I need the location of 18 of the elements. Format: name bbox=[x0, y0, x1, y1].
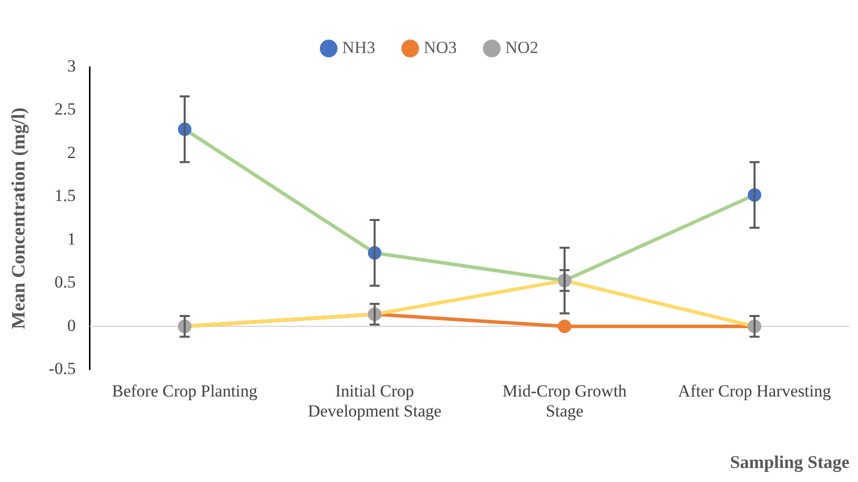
x-tick-label: Mid-Crop Growth Stage bbox=[502, 381, 628, 421]
y-tick-label: 2 bbox=[67, 142, 76, 162]
x-tick-label: After Crop Harvesting bbox=[678, 381, 832, 400]
x-tick-label: Before Crop Planting bbox=[112, 381, 258, 400]
y-tick-label: 1.5 bbox=[54, 186, 76, 206]
y-tick-label: 3 bbox=[67, 56, 76, 76]
y-tick-label: 2.5 bbox=[54, 100, 76, 119]
y-tick-label: 1 bbox=[67, 229, 76, 248]
y-tick-label: -0.5 bbox=[48, 359, 76, 378]
y-tick-label: 0.5 bbox=[54, 272, 76, 292]
x-axis-title: Sampling Stage bbox=[730, 452, 850, 472]
y-axis-title: Mean Concentration (mg/l) bbox=[8, 107, 30, 330]
legend-label: NH3 bbox=[342, 38, 376, 57]
point bbox=[558, 320, 572, 334]
legend-label: NO2 bbox=[505, 38, 538, 57]
x-tick-label: Initial Crop Development Stage bbox=[308, 381, 442, 421]
legend-label: NO3 bbox=[424, 38, 457, 57]
y-tick-label: 0 bbox=[67, 316, 76, 335]
